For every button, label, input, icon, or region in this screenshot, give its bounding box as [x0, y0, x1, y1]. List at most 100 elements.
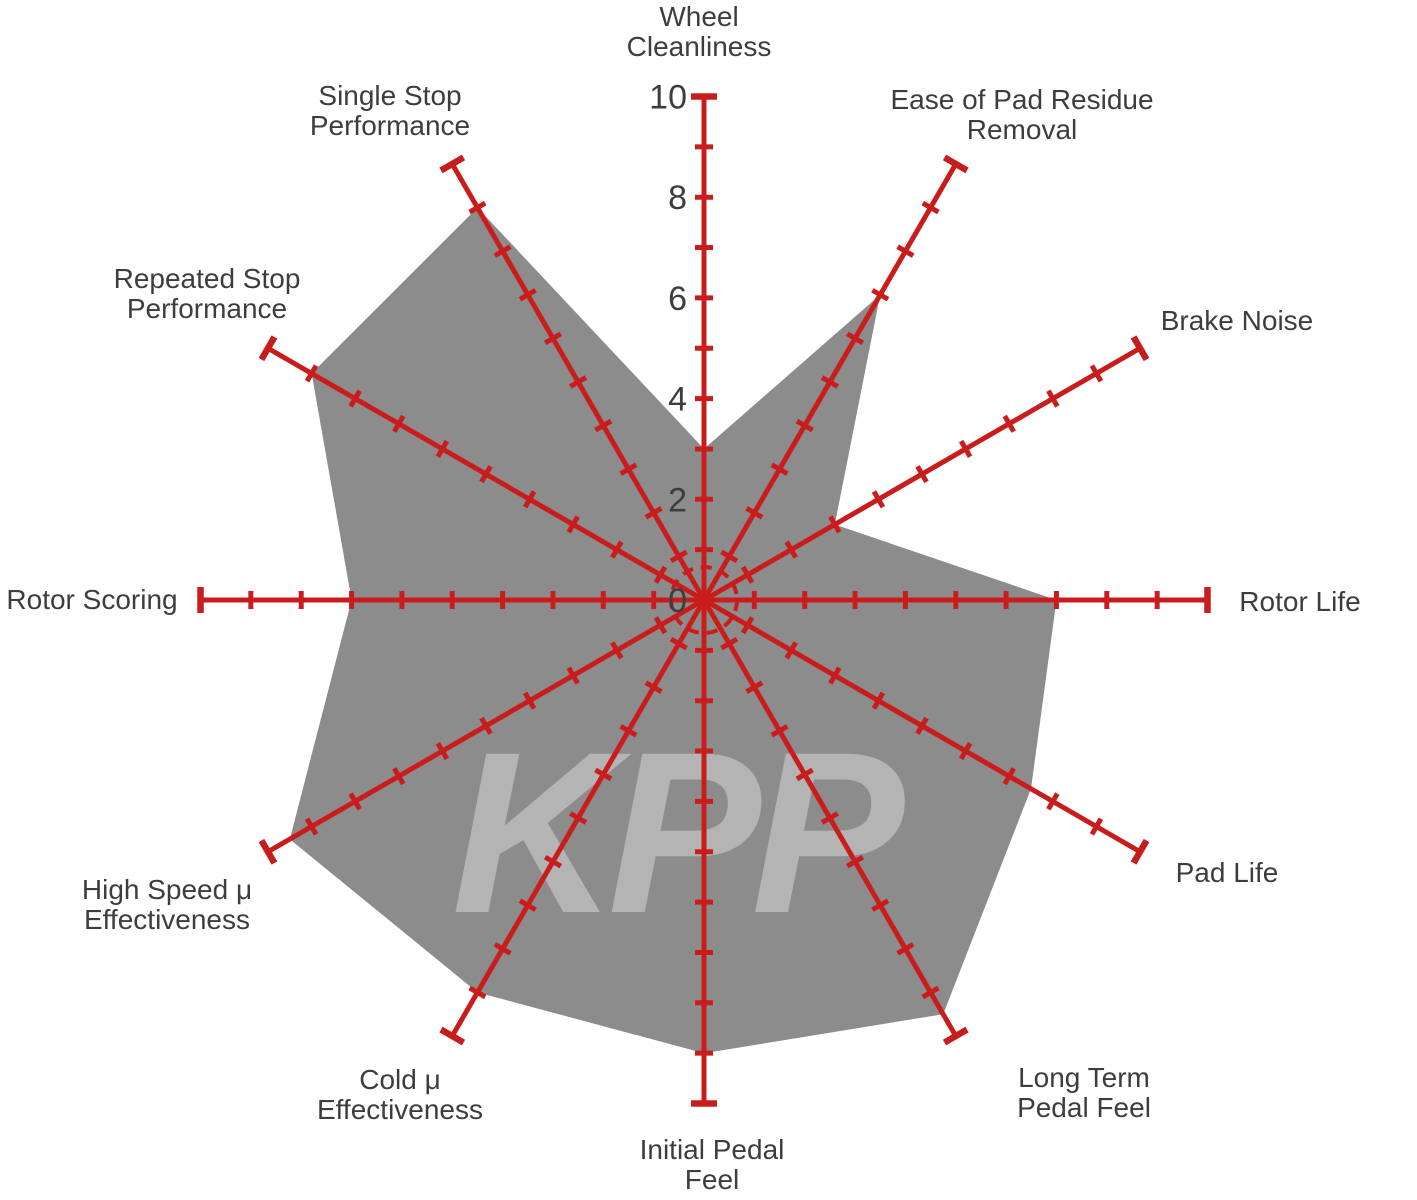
axis-tick [958, 439, 973, 458]
axis-tick [479, 465, 493, 484]
axis-end-cap [439, 154, 466, 174]
axis-tick [653, 616, 668, 635]
axis-end-cap [942, 1026, 969, 1046]
axis-label-wheel-cleanliness: Wheel Cleanliness [627, 1, 772, 62]
axis-end-cap [1130, 838, 1150, 865]
axis-end-cap [942, 154, 969, 174]
axis-tick [543, 331, 562, 346]
axis-tick [915, 465, 929, 484]
axis-tick [594, 418, 613, 433]
axis-tick [770, 462, 789, 476]
radar-data-polygon [289, 207, 1057, 1054]
axis-tick [392, 414, 406, 433]
axis-tick [896, 244, 915, 258]
axis-tick [518, 288, 537, 302]
axis-tick [653, 565, 668, 584]
axis-tick [784, 540, 798, 559]
axis-tick [846, 854, 865, 869]
axis-tick [435, 742, 450, 761]
axis-tick [493, 244, 512, 258]
axis-label-single-stop-performance: Single Stop Performance [310, 80, 470, 141]
axis-tick [958, 742, 973, 761]
axis-tick [871, 898, 890, 912]
axis-label-initial-pedal-feel: Initial Pedal Feel [640, 1134, 785, 1195]
axis-tick [795, 418, 814, 433]
axis-tick [610, 641, 624, 660]
axis-end-cap [258, 335, 278, 362]
axis-tick [479, 716, 493, 735]
axis-label-long-term-pedal-feel: Long Term Pedal Feel [1017, 1062, 1151, 1123]
axis-tick [740, 565, 755, 584]
axis-end-cap [1130, 335, 1150, 362]
scale-tick-label: 8 [668, 179, 687, 217]
scale-tick-label: 6 [668, 280, 687, 318]
axis-tick [921, 200, 940, 215]
axis-tick [770, 724, 789, 738]
radar-axes [197, 93, 1211, 1107]
axis-tick [871, 490, 886, 509]
scale-tick-label: 2 [668, 481, 687, 519]
axis-tick [304, 817, 319, 836]
axis-tick [392, 767, 406, 786]
axis-label-brake-noise: Brake Noise [1161, 305, 1314, 336]
axis-tick [828, 515, 842, 534]
axis-tick [522, 490, 537, 509]
axis-tick [522, 691, 537, 710]
axis-tick [468, 200, 487, 215]
axis-end-cap [439, 1026, 466, 1046]
axis-tick [820, 375, 839, 389]
axis-tick [619, 724, 638, 738]
axis-tick [669, 636, 688, 651]
axis-tick [1046, 389, 1060, 408]
axis-tick [493, 942, 512, 956]
axis-tick [468, 985, 487, 1000]
scale-tick-label: 0 [668, 582, 687, 620]
axis-tick [871, 288, 890, 302]
axis-tick [619, 462, 638, 476]
axis-tick [594, 767, 613, 782]
axis-tick [644, 680, 663, 694]
scale-tick-label: 4 [668, 381, 687, 419]
axis-label-cold-mu-effectiveness: Cold μ Effectiveness [317, 1064, 483, 1125]
axis-tick [915, 716, 929, 735]
axis-tick [435, 439, 450, 458]
axis-tick [348, 792, 362, 811]
axis-tick [896, 942, 915, 956]
axis-tick [871, 691, 886, 710]
axis-label-pad-life: Pad Life [1176, 857, 1279, 888]
axis-tick [1002, 767, 1016, 786]
axis-tick [745, 680, 764, 694]
axis-tick [820, 811, 839, 825]
axis-tick [921, 985, 940, 1000]
axis-end-cap [258, 838, 278, 865]
axis-tick [569, 811, 588, 825]
axis-tick [795, 767, 814, 782]
axis-tick [1002, 414, 1016, 433]
zero-ring [669, 565, 739, 635]
axis-label-rotor-life: Rotor Life [1239, 586, 1360, 617]
axis-tick [720, 549, 739, 564]
axis-tick [569, 375, 588, 389]
axis-label-ease-of-pad-residue-removal: Ease of Pad Residue Removal [890, 84, 1153, 145]
axis-tick [1089, 817, 1104, 836]
axis-label-rotor-scoring: Rotor Scoring [6, 584, 177, 615]
axis-tick [720, 636, 739, 651]
axis-tick [566, 666, 580, 685]
axis-tick [610, 540, 624, 559]
axis-tick [644, 506, 663, 520]
axis-tick [518, 898, 537, 912]
axis-label-high-speed-mu-effectiveness: High Speed μ Effectiveness [82, 874, 252, 935]
axis-tick [304, 364, 319, 383]
axis-tick [1046, 792, 1060, 811]
axis-tick [828, 666, 842, 685]
axis-tick [784, 641, 798, 660]
axis-tick [1089, 364, 1104, 383]
axis-tick [740, 616, 755, 635]
axis-tick [566, 515, 580, 534]
axis-label-repeated-stop-performance: Repeated Stop Performance [114, 263, 301, 324]
axis-tick [669, 549, 688, 564]
axis-tick [348, 389, 362, 408]
scale-tick-label: 10 [649, 79, 687, 117]
